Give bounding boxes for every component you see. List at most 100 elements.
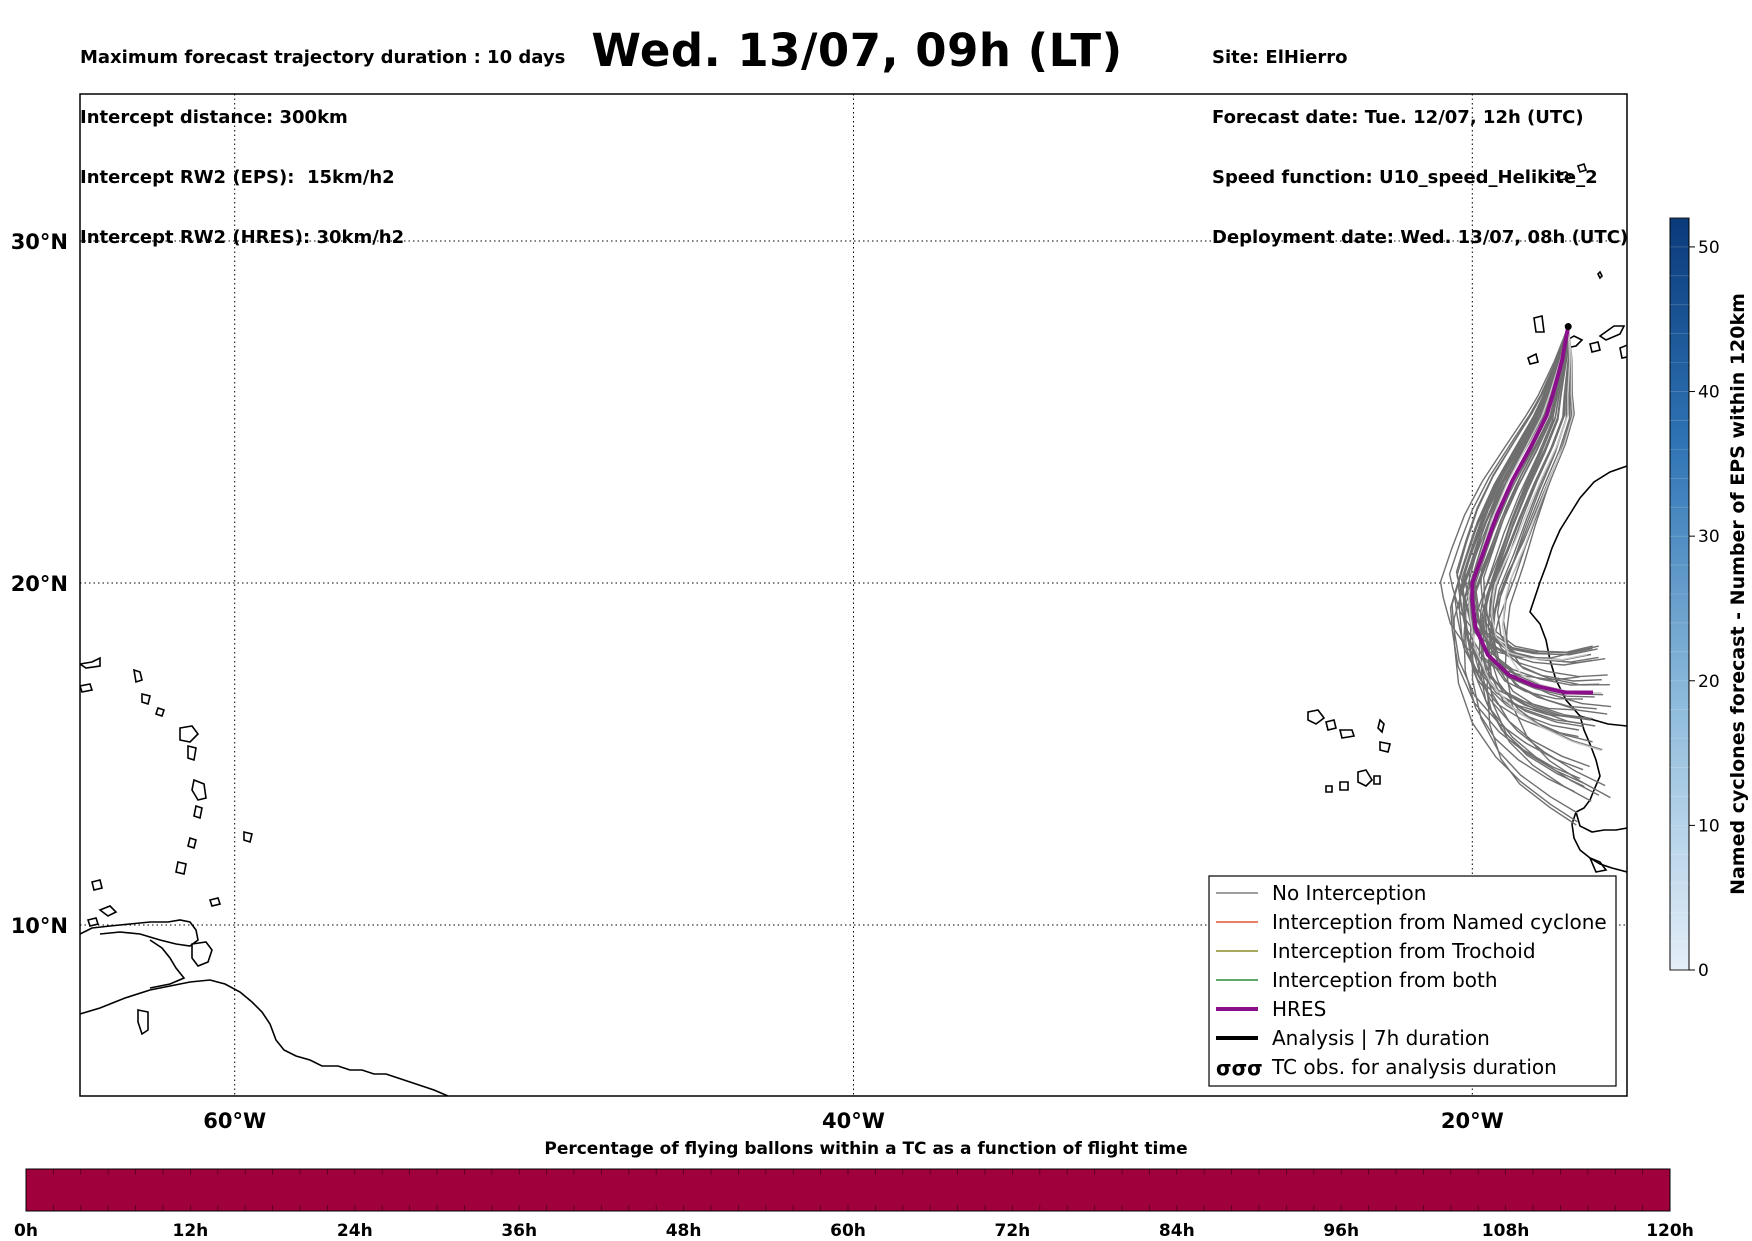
eps-trajectories — [1439, 326, 1612, 826]
hres-track-line — [1470, 326, 1593, 695]
eps-trajectory-line — [1468, 326, 1593, 656]
lon-tick-label: 40°W — [822, 1109, 885, 1133]
africa-coast — [1529, 465, 1627, 727]
eps-trajectory-line — [1483, 326, 1584, 700]
lat-tick-label: 20°N — [11, 572, 68, 596]
small-island — [137, 1009, 149, 1036]
barbados — [243, 830, 253, 844]
legend-label: Interception from Trochoid — [1272, 939, 1536, 963]
legend-label: TC obs. for analysis duration — [1271, 1055, 1557, 1079]
legend-box — [1208, 875, 1617, 1087]
eps-trajectory-line — [1439, 326, 1580, 681]
paria-coast — [149, 939, 186, 989]
island — [141, 692, 151, 706]
canary-fuerteventura — [1598, 325, 1626, 341]
tobago — [208, 897, 222, 907]
legend-label: Analysis | 7h duration — [1272, 1026, 1490, 1050]
info-line: Intercept distance: 300km — [80, 107, 348, 128]
madeira — [1554, 171, 1574, 181]
porto-santo — [1576, 162, 1588, 174]
eps-trajectory-line — [1457, 326, 1595, 698]
cape-verde-brava — [1325, 785, 1333, 793]
small-island — [86, 917, 100, 927]
st-lucia — [193, 804, 203, 820]
colorbar-tick-label: 30 — [1698, 527, 1720, 547]
guinea-coast — [1571, 811, 1627, 873]
venezuela-coast — [80, 919, 199, 947]
hbar-tick-label: 36h — [501, 1221, 537, 1241]
selvagens — [1597, 270, 1603, 280]
colorbar-tick-label: 20 — [1698, 672, 1720, 692]
hbar-tick-label: 84h — [1159, 1221, 1195, 1241]
launch-site-marker — [1564, 323, 1572, 331]
eps-trajectory-line — [1501, 326, 1602, 694]
hbar-tick-label: 96h — [1323, 1221, 1359, 1241]
hbar-tick-label: 108h — [1482, 1221, 1530, 1241]
eps-trajectory-line — [1471, 326, 1578, 814]
map-title: Wed. 13/07, 09h (LT) — [591, 24, 1123, 77]
eps-trajectory-line — [1464, 326, 1593, 654]
dominica — [187, 744, 197, 762]
south-america-coast — [80, 979, 449, 1096]
cape-verde-boa-vista — [1379, 741, 1391, 753]
eps-trajectory-line — [1449, 326, 1584, 784]
hbar-tick-label: 60h — [830, 1221, 866, 1241]
info-line: Deployment date: Wed. 13/07, 08h (UTC) — [1212, 227, 1629, 248]
canary-lanzarote — [1619, 344, 1627, 359]
run-settings-info: Maximum forecast trajectory duration : 1… — [80, 8, 565, 268]
axis-labels: 60°W 40°W 20°W 30°N 20°N 10°N — [11, 230, 1504, 1133]
island — [91, 879, 103, 891]
trinidad — [191, 941, 213, 967]
cape-verde-maio — [1373, 775, 1381, 785]
lat-tick-label: 30°N — [11, 230, 68, 254]
info-line: Forecast date: Tue. 12/07, 12h (UTC) — [1212, 107, 1584, 128]
st-vincent — [187, 836, 197, 850]
site-forecast-info: Site: ElHierro Forecast date: Tue. 12/07… — [1212, 8, 1628, 268]
grenada — [175, 861, 187, 875]
island — [132, 668, 143, 684]
eps-trajectory-line — [1469, 326, 1575, 718]
hbar-tick-label: 0h — [14, 1221, 38, 1241]
info-line: Intercept RW2 (HRES): 30km/h2 — [80, 227, 405, 248]
colorbar-tick-label: 40 — [1698, 383, 1720, 403]
martinique — [191, 778, 207, 801]
hbar-title: Percentage of flying ballons within a TC… — [544, 1139, 1187, 1159]
guinea-bissau-islands — [1588, 856, 1608, 873]
legend-label: Interception from Named cyclone — [1272, 910, 1607, 934]
legend-label: Interception from both — [1272, 968, 1498, 992]
canary-gran-canaria — [1589, 341, 1601, 353]
colorbar-title: Named cyclones forecast - Number of EPS … — [1727, 293, 1749, 895]
canary-el-hierro — [1527, 352, 1539, 365]
eps-trajectory-line — [1504, 326, 1611, 799]
hbar-tick-label: 72h — [995, 1221, 1031, 1241]
coastlines — [80, 162, 1627, 1096]
cape-verde-santiago — [1357, 769, 1374, 787]
island — [80, 683, 94, 693]
info-line: Speed function: U10_speed_Helikite_2 — [1212, 167, 1598, 188]
cape-verde-fogo — [1339, 781, 1349, 791]
colorbar-gradient — [1669, 217, 1690, 971]
map-frame — [79, 93, 1628, 1097]
hbar-tick-label: 12h — [173, 1221, 209, 1241]
hbar-tick-label: 120h — [1646, 1221, 1694, 1241]
island — [154, 706, 166, 718]
cape-verde-sao-vicente — [1325, 719, 1337, 731]
small-island — [98, 905, 118, 917]
cape-verde-santo-antao — [1307, 709, 1326, 725]
colorbar-tick-label: 10 — [1698, 816, 1720, 836]
colorbar-tick-label: 0 — [1698, 961, 1709, 981]
eps-trajectory-line — [1462, 326, 1606, 787]
senegal-coast — [1575, 715, 1627, 833]
legend-label: No Interception — [1272, 881, 1426, 905]
canary-la-palma — [1533, 315, 1545, 333]
cape-verde-sal — [1377, 718, 1385, 734]
cape-verde-sao-nicolau — [1338, 729, 1356, 739]
hres-trajectory — [1470, 323, 1593, 695]
flight-time-colorbar: Percentage of flying ballons within a TC… — [14, 1139, 1694, 1241]
puerto-rico — [80, 656, 101, 669]
colorbar-tick-label: 50 — [1698, 238, 1720, 258]
lat-tick-label: 10°N — [11, 914, 68, 938]
hbar-fill — [25, 1168, 1671, 1212]
hbar-tick-label: 24h — [337, 1221, 373, 1241]
